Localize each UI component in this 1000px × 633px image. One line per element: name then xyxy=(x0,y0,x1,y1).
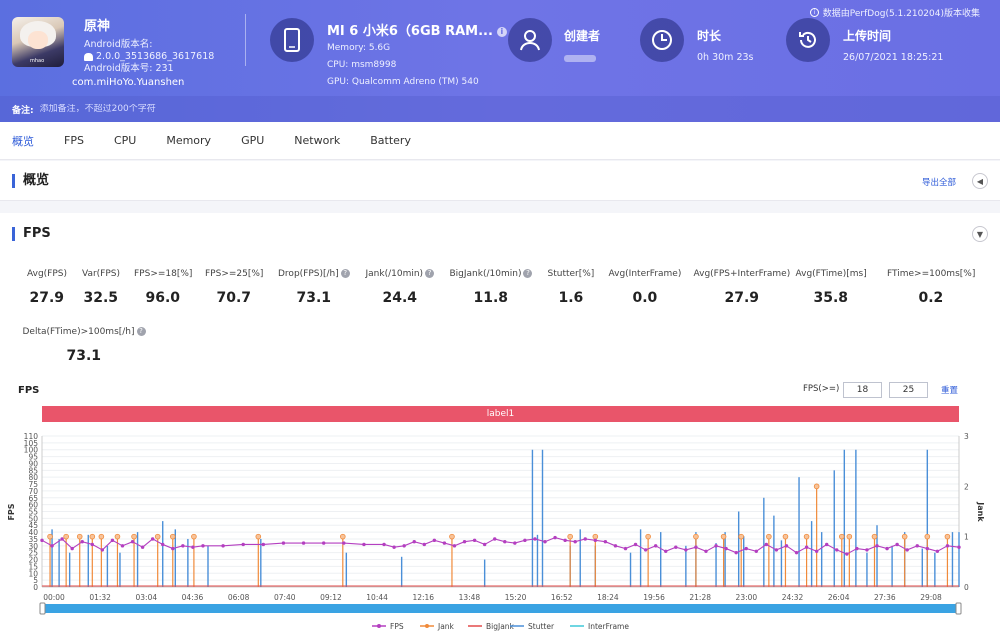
stat-value: 70.7 xyxy=(216,290,252,306)
export-all-link[interactable]: 导出全部 xyxy=(921,178,956,188)
tab-overview[interactable]: 概览 xyxy=(12,134,34,148)
android-version-code: Android版本号: 231 xyxy=(84,63,174,74)
report-header: mhao 原神 Android版本名: 2.0.0_3513686_361761… xyxy=(0,0,1000,122)
stat-label: Stutter[%] xyxy=(547,269,595,279)
tab-cpu[interactable]: CPU xyxy=(113,134,137,147)
creator-title: 创建者 xyxy=(564,29,601,43)
stat-label: Avg(FPS+InterFrame) xyxy=(693,269,791,279)
stat-label: Delta(FTime)>100ms[/h]? xyxy=(23,327,146,337)
package-name: com.miHoYo.Yuanshen xyxy=(72,77,185,88)
app-version-info: Android版本名: 2.0.0_3513686_3617618 Androi… xyxy=(84,39,214,75)
overview-bar: 概览 导出全部 ◀ xyxy=(0,161,1000,201)
stat-value: 0.0 xyxy=(632,290,658,306)
android-version-name-label: Android版本名: xyxy=(84,39,153,50)
help-icon[interactable]: ? xyxy=(340,269,350,278)
duration-value: 0h 30m 23s xyxy=(697,52,754,63)
stat-label: Avg(InterFrame) xyxy=(608,269,682,279)
device-name: MI 6 小米6（6GB RAM... i xyxy=(327,20,507,39)
stat-label: Avg(FPS) xyxy=(27,269,68,279)
device-gpu: GPU: Qualcomm Adreno (TM) 540 xyxy=(327,77,479,87)
stat-label: BigJank(/10min)? xyxy=(450,269,533,279)
chevron-down-icon[interactable]: ▼ xyxy=(972,226,988,242)
reset-link[interactable]: 重置 xyxy=(941,386,959,396)
tab-fps[interactable]: FPS xyxy=(64,134,84,147)
tab-battery[interactable]: Battery xyxy=(370,134,411,147)
phone-icon xyxy=(270,18,314,62)
app-icon-tag: mhao xyxy=(30,58,45,64)
stat-label: FPS>=25[%] xyxy=(205,269,264,279)
stat-value: 11.8 xyxy=(473,290,509,306)
help-icon[interactable]: ? xyxy=(523,269,533,278)
help-icon[interactable]: ? xyxy=(136,327,146,336)
creator-name-redacted xyxy=(564,55,596,62)
stat-value: 24.4 xyxy=(382,290,418,306)
android-icon xyxy=(84,53,93,61)
tab-network[interactable]: Network xyxy=(294,134,341,147)
stat-label: Var(FPS) xyxy=(82,269,121,279)
device-memory: Memory: 5.6G xyxy=(327,43,391,53)
stat-label: FTime>=100ms[%] xyxy=(887,269,976,279)
threshold-input-1[interactable] xyxy=(843,382,882,398)
header-divider xyxy=(245,14,246,66)
fps-panel: FPS ▼ xyxy=(0,213,1000,633)
stat-value: 1.6 xyxy=(558,290,584,306)
tab-memory[interactable]: Memory xyxy=(166,134,212,147)
stat-value: 27.9 xyxy=(724,290,760,306)
duration-title: 时长 xyxy=(697,29,722,43)
upload-value: 26/07/2021 18:25:21 xyxy=(843,52,944,63)
app-icon: mhao xyxy=(12,17,64,67)
threshold-label: FPS(>=) xyxy=(803,384,840,394)
source-note: i 数据由PerfDog(5.1.210204)版本收集 xyxy=(809,6,980,19)
stat-value: 96.0 xyxy=(145,290,181,306)
android-version-name: 2.0.0_3513686_3617618 xyxy=(96,51,215,62)
tab-bar: 概览 FPS CPU Memory GPU Network Battery xyxy=(0,122,1000,160)
user-icon xyxy=(508,18,552,62)
stat-value: 73.1 xyxy=(296,290,332,306)
info-icon[interactable]: i xyxy=(496,26,507,37)
threshold-input-2[interactable] xyxy=(889,382,928,398)
stat-label: FPS>=18[%] xyxy=(134,269,193,279)
history-icon xyxy=(786,18,830,62)
note-label: 备注: xyxy=(12,105,34,116)
tab-gpu[interactable]: GPU xyxy=(241,134,265,147)
stat-value: 73.1 xyxy=(66,348,102,364)
stat-value: 32.5 xyxy=(83,290,119,306)
stat-label: Jank(/10min)? xyxy=(366,269,435,279)
stat-label: Drop(FPS)[/h]? xyxy=(278,269,350,279)
fps-panel-title: FPS xyxy=(12,227,51,241)
stat-value: 27.9 xyxy=(29,290,65,306)
stat-label: Avg(FTime)[ms] xyxy=(795,269,867,279)
upload-title: 上传时间 xyxy=(843,29,892,43)
overview-title: 概览 xyxy=(12,174,49,188)
chart-title: FPS xyxy=(18,385,40,396)
clock-icon xyxy=(640,18,684,62)
collapse-sidebar-button[interactable]: ◀ xyxy=(972,173,988,189)
app-name: 原神 xyxy=(84,19,111,34)
device-cpu: CPU: msm8998 xyxy=(327,60,397,70)
info-circle-icon: i xyxy=(809,8,819,17)
note-bar: 备注: xyxy=(0,96,1000,122)
stat-value: 0.2 xyxy=(918,290,944,306)
help-icon[interactable]: ? xyxy=(425,269,435,278)
note-input[interactable] xyxy=(39,104,340,114)
label-band: label1 xyxy=(42,406,959,422)
stat-value: 35.8 xyxy=(813,290,849,306)
